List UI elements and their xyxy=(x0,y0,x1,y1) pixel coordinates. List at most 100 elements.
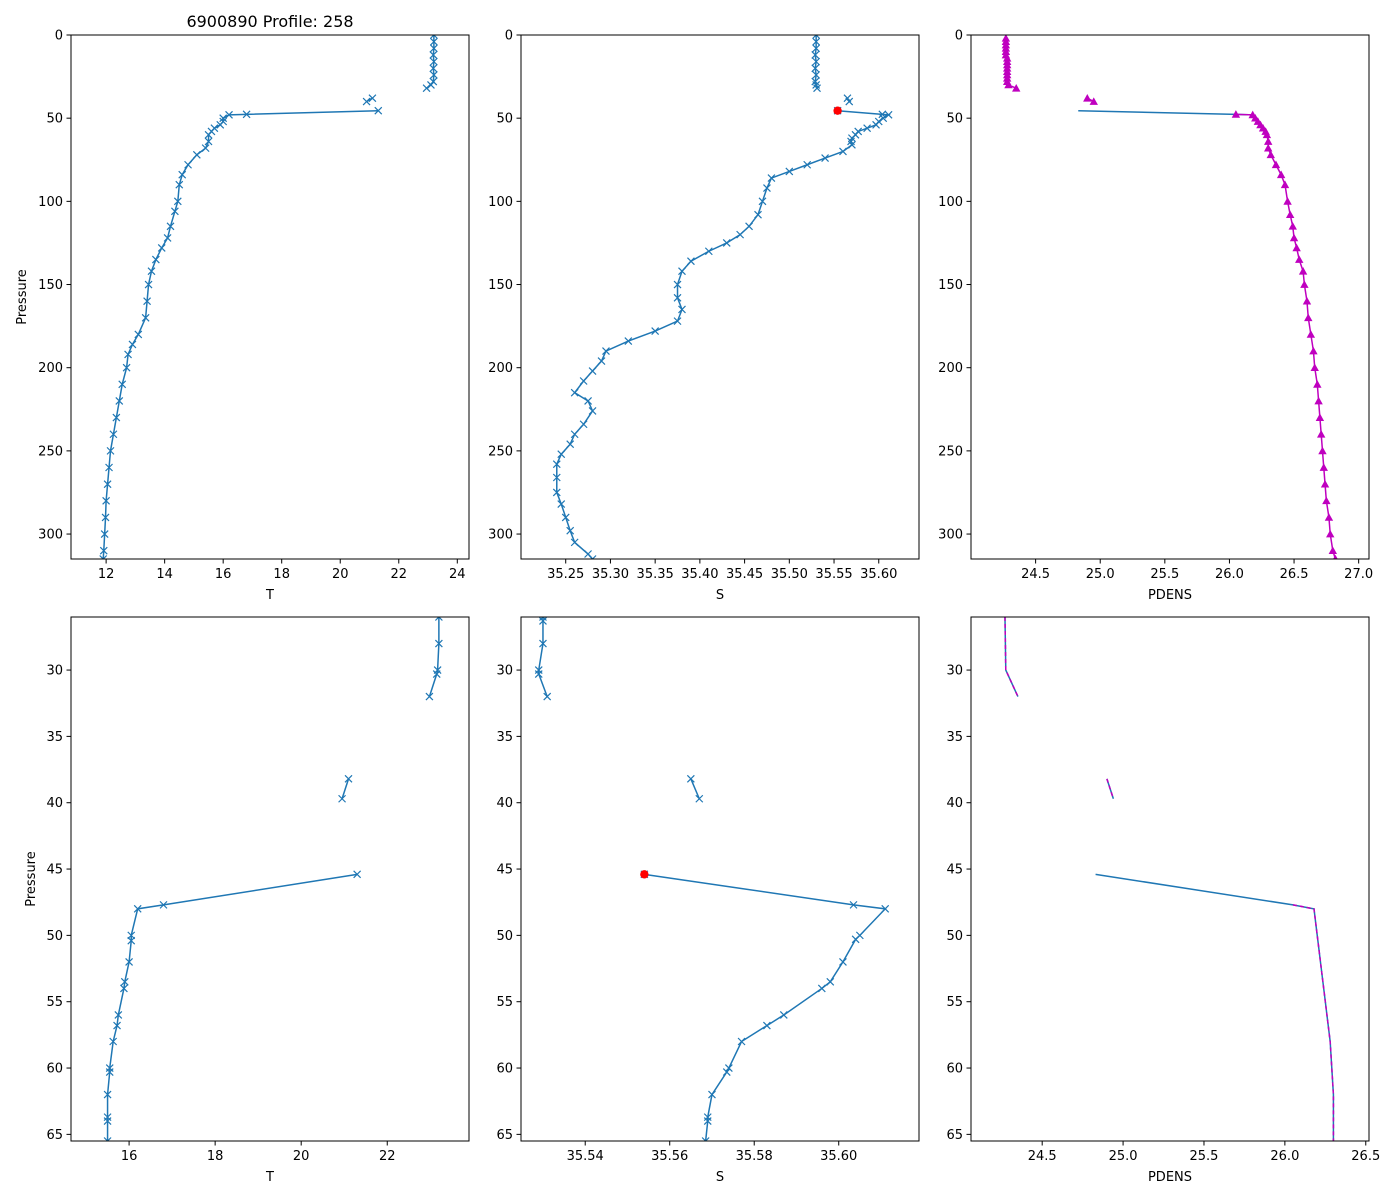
data-point-x-marker xyxy=(817,984,826,993)
data-point-x-marker xyxy=(588,407,597,415)
data-point-x-marker xyxy=(103,480,112,489)
data-point-x-marker xyxy=(851,935,860,944)
series-s-flagged-point xyxy=(833,106,842,115)
y-tick-label: 300 xyxy=(488,528,513,543)
series-overlay-line xyxy=(1004,617,1019,697)
data-point-x-marker xyxy=(429,64,438,73)
x-tick-label: 35.54 xyxy=(567,1149,604,1164)
x-tick-label: 14 xyxy=(156,567,173,582)
data-point-triangle-marker xyxy=(1288,222,1297,230)
data-point-triangle-marker xyxy=(1314,396,1323,405)
series-s-flagged-point xyxy=(640,870,649,879)
data-point-x-marker xyxy=(566,440,575,449)
y-tick-label: 55 xyxy=(946,995,963,1010)
y-tick-label: 35 xyxy=(496,730,513,745)
data-point-x-marker xyxy=(120,977,129,986)
y-tick-label: 55 xyxy=(496,995,513,1010)
y-tick-label: 45 xyxy=(496,863,513,878)
y-tick-label: 150 xyxy=(938,278,963,293)
data-point-x-marker xyxy=(651,327,660,336)
data-point-triangle-marker xyxy=(1004,80,1013,89)
data-point-triangle-marker xyxy=(1292,243,1301,252)
data-point-x-marker xyxy=(588,555,597,559)
x-tick-label: 26.5 xyxy=(1280,567,1309,582)
data-point-x-marker xyxy=(602,347,610,355)
panel-bottom-right-density-zoom: 24.5 25.0 25.5 26.0 26.5 30 35 40 45 50 55 60 65 PDEN… xyxy=(946,616,1380,1185)
x-tick-label: 16 xyxy=(121,1149,138,1164)
data-point-x-marker xyxy=(737,1037,746,1046)
data-point-x-marker xyxy=(101,513,110,522)
data-point-x-marker xyxy=(839,147,847,156)
series-line xyxy=(690,778,700,800)
series-s-main-profile xyxy=(552,106,893,559)
plot-area xyxy=(971,617,1369,1141)
data-point-x-marker xyxy=(434,639,443,648)
data-point-x-marker xyxy=(812,35,821,39)
series-pdens-isolated-pair xyxy=(1106,778,1115,799)
data-point-x-marker xyxy=(163,234,172,242)
x-tick-label: 35.55 xyxy=(815,567,852,582)
data-point-triangle-marker xyxy=(1318,446,1327,455)
data-point-triangle-marker xyxy=(1306,330,1316,338)
data-point-triangle-marker xyxy=(1304,313,1313,322)
series-overlay-line xyxy=(1292,904,1335,1141)
data-point-x-marker xyxy=(763,184,771,192)
data-point-x-marker xyxy=(124,350,132,359)
data-point-triangle-marker xyxy=(1302,296,1312,305)
data-point-x-marker xyxy=(597,357,606,365)
data-point-x-marker xyxy=(204,130,213,139)
data-point-x-marker xyxy=(678,267,686,276)
plot-content xyxy=(1004,617,1335,1141)
plot-area xyxy=(521,35,919,559)
data-point-x-marker xyxy=(687,257,695,266)
data-point-x-marker xyxy=(344,774,353,783)
data-point-triangle-marker xyxy=(1320,479,1330,488)
x-tick-label: 18 xyxy=(207,1149,224,1164)
data-point-x-marker xyxy=(422,84,431,93)
data-point-triangle-marker xyxy=(1283,197,1292,205)
data-point-x-marker xyxy=(429,51,438,59)
data-point-x-marker xyxy=(701,1137,710,1141)
data-point-triangle-marker xyxy=(1262,130,1272,139)
series-t-main-profile xyxy=(103,870,362,1141)
data-point-x-marker xyxy=(103,1137,112,1141)
y-tick-label: 50 xyxy=(46,929,63,944)
plot-area xyxy=(71,35,469,559)
panel-bottom-middle-salinity-zoom: 35.54 35.56 35.58 35.60 30 35 40 45 50 55 60 65 S xyxy=(496,616,920,1185)
data-point-x-marker xyxy=(178,170,187,179)
axes-frame xyxy=(70,34,470,560)
data-point-triangle-marker xyxy=(1285,210,1295,219)
data-point-triangle-marker xyxy=(1271,160,1281,169)
data-point-triangle-marker xyxy=(1266,150,1275,159)
data-point-triangle-marker xyxy=(1300,280,1309,288)
data-point-x-marker xyxy=(552,488,561,497)
y-tick-label: 100 xyxy=(938,195,963,210)
panel-top-left-temperature: 12 14 16 18 20 22 24 0 50 100 150 200 250 300 T Pressur… xyxy=(15,29,470,603)
data-point-x-marker xyxy=(584,397,593,405)
data-point-x-marker xyxy=(427,80,435,89)
y-tick-label: 40 xyxy=(946,796,963,811)
x-tick-label: 25.5 xyxy=(1189,1149,1218,1164)
data-point-x-marker xyxy=(100,530,109,538)
data-point-x-marker xyxy=(812,70,821,79)
series-s-upper-segment xyxy=(534,617,552,701)
y-tick-label: 0 xyxy=(505,29,513,44)
data-point-x-marker xyxy=(144,280,153,289)
panel-top-right-density: 24.5 25.0 25.5 26.0 26.5 27.0 0 50 100 150 200 250 3… xyxy=(938,29,1373,604)
axes-frame xyxy=(970,616,1370,1142)
y-tick-label: 50 xyxy=(496,112,513,127)
y-tick-label: 100 xyxy=(38,195,63,210)
data-point-x-marker xyxy=(106,446,115,455)
x-tick-label: 35.50 xyxy=(771,567,808,582)
data-point-x-marker xyxy=(157,244,166,252)
series-pdens-isolated-pair xyxy=(1083,94,1098,105)
y-tick-label: 250 xyxy=(38,444,63,459)
data-point-x-marker xyxy=(147,267,156,276)
x-tick-label: 25.5 xyxy=(1150,567,1179,582)
data-point-x-marker xyxy=(570,430,579,439)
data-point-x-marker xyxy=(425,692,434,701)
plot-content xyxy=(103,617,443,1141)
data-point-x-marker xyxy=(242,110,251,119)
data-point-x-marker xyxy=(102,496,111,505)
